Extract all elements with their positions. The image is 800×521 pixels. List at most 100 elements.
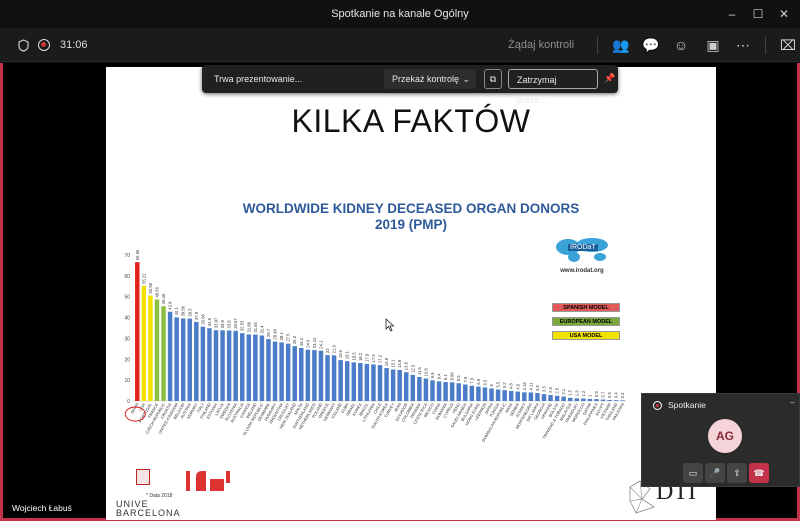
stop-presenting-icon[interactable]: ⧉	[484, 69, 502, 89]
chart-bar	[449, 382, 455, 401]
bar-value-label: 6.9	[476, 378, 481, 384]
chart-bar	[141, 285, 147, 401]
chart-bar	[476, 386, 481, 401]
minimize-icon[interactable]: –	[728, 7, 736, 21]
legend-european-model: EUROPEAN MODEL	[552, 317, 620, 326]
chart-bar	[167, 311, 173, 401]
chart-bar	[240, 333, 245, 401]
x-tick-label: EGYPT	[594, 402, 605, 417]
camera-toggle-button[interactable]: ▭	[683, 463, 703, 483]
bar-value-label: 28.48	[273, 328, 278, 339]
chart-bar	[482, 387, 488, 401]
bar-value-label: 4.8	[509, 382, 514, 388]
irodat-logo-text: IRODaT	[568, 244, 598, 251]
chart-bar	[508, 390, 514, 401]
participants-icon[interactable]: 👥	[612, 37, 630, 53]
bar-value-label: 0.7	[601, 391, 606, 397]
y-tick-label: 60	[124, 274, 130, 280]
chart-bar	[541, 394, 547, 401]
chart-legend: SPANISH MODEL EUROPEAN MODEL USA MODEL	[552, 303, 620, 340]
chart-bar	[443, 382, 448, 401]
stop-presenting-button[interactable]: Zatrzymaj preze...	[508, 69, 598, 105]
chart-bar	[213, 330, 219, 401]
legend-usa-model: USA MODEL	[552, 331, 620, 340]
x-tick-label: QATAR	[581, 402, 592, 416]
chart-bar	[135, 262, 140, 401]
hang-up-button[interactable]: ☎	[749, 463, 769, 483]
recording-indicator-icon	[653, 401, 662, 410]
chart-bar	[417, 377, 422, 401]
camera-off-icon[interactable]: ⌧	[779, 37, 797, 53]
chart-bar	[463, 384, 468, 401]
bar-value-label: 42.8	[168, 301, 173, 310]
bar-value-label: 28.1	[279, 332, 284, 341]
chart-bar	[594, 399, 599, 401]
bar-value-label: 0.3	[620, 392, 625, 398]
bar-value-label: 1.5	[568, 389, 573, 395]
x-tick-label: SPAIN	[129, 402, 139, 415]
y-tick-label: 20	[124, 357, 130, 363]
bar-value-label: 4.11	[528, 382, 533, 391]
y-tick-label: 40	[124, 316, 130, 322]
maximize-icon[interactable]: ☐	[752, 7, 764, 21]
x-tick-label: CHINA	[431, 402, 442, 416]
pin-icon[interactable]: 📌	[604, 73, 616, 83]
pass-control-dropdown[interactable]: Przekaż kontrolę ⌄	[384, 69, 476, 89]
x-tick-label: USA	[138, 402, 147, 412]
bar-value-label: 17.8	[364, 353, 369, 362]
chart-bar	[522, 392, 527, 401]
footnote: * Data 2018	[146, 493, 173, 499]
chart-bar	[456, 383, 461, 401]
university-name-line1: UNIVE	[116, 499, 149, 509]
y-tick-label: 0	[127, 399, 130, 405]
more-options-icon[interactable]: ⋯	[736, 37, 750, 53]
chart-bar	[148, 295, 153, 401]
chart-bar	[404, 372, 409, 401]
close-icon[interactable]: ✕	[778, 7, 790, 21]
bar-value-label: 39.56	[181, 305, 186, 316]
bar-value-label: 33.67	[233, 318, 238, 329]
chart-bar	[325, 355, 330, 401]
reactions-icon[interactable]: ☺	[673, 37, 689, 53]
irodat-url: www.irodat.org	[560, 268, 604, 274]
bar-value-label: 22	[325, 348, 330, 353]
chart-title-line1: WORLDWIDE KIDNEY DECEASED ORGAN DONORS	[242, 201, 580, 216]
chart-bar	[568, 397, 573, 401]
x-tick-label: LATVIA	[214, 402, 225, 416]
chat-icon[interactable]: 💬	[642, 37, 660, 53]
bar-value-label: 31.84	[253, 321, 258, 332]
rooms-icon[interactable]: ▣	[706, 37, 720, 53]
chart-bar	[338, 360, 343, 401]
chart-bar	[312, 350, 317, 401]
chart-bar	[430, 380, 435, 401]
chart-bar	[187, 318, 192, 401]
chart-bar	[180, 318, 186, 401]
bar-value-label: 0.9	[594, 391, 599, 397]
bar-value-label: 40.1	[174, 307, 179, 316]
chart-bar	[331, 355, 337, 401]
chart-bar	[397, 369, 402, 401]
chart-bar	[279, 342, 284, 401]
bar-value-label: 9.4	[437, 373, 442, 379]
chart-bar	[371, 364, 376, 401]
bar-value-label: 50.59	[148, 282, 153, 293]
bar-value-label: 33.9	[220, 319, 225, 328]
chart-bar	[207, 328, 212, 401]
shared-slide: KILKA FAKTÓW WORLDWIDE KIDNEY DECEASED O…	[106, 67, 716, 520]
bar-value-label: 6.5	[482, 379, 487, 385]
bar-value-label: 17.5	[371, 354, 376, 363]
minimize-popup-icon[interactable]: –	[790, 397, 795, 407]
chart-bar	[364, 363, 370, 401]
bar-value-label: 15.1	[391, 359, 396, 368]
bar-value-label: 33.97	[214, 317, 219, 328]
request-control-button[interactable]: Żądaj kontroli	[508, 39, 575, 51]
x-tick-label: JAPAN	[483, 402, 494, 416]
share-screen-button[interactable]: ⇪	[727, 463, 747, 483]
bar-value-label: 1.2	[581, 390, 586, 396]
microphone-toggle-button[interactable]: 🎤	[705, 463, 725, 483]
chart-bar	[377, 365, 383, 401]
chart-bar	[535, 393, 540, 401]
chart-bar	[495, 389, 501, 401]
x-tick-label: INDIA	[504, 402, 514, 414]
chart-bar	[469, 385, 475, 401]
